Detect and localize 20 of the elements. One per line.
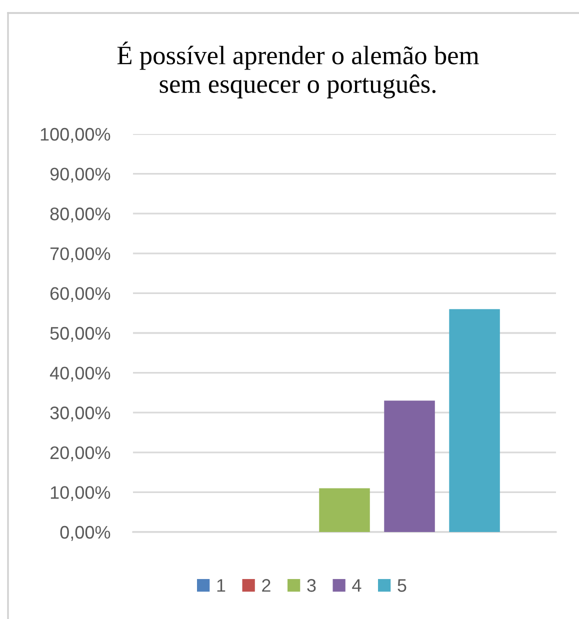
y-tick-label: 10,00% [50,486,110,502]
bar [319,488,370,532]
y-tick-label: 60,00% [50,287,110,302]
y-tick-label: 0,00% [60,526,110,541]
y-tick-label: 50,00% [50,326,110,342]
bar [449,309,500,532]
bar [384,400,435,532]
y-tick-label: 90,00% [50,168,110,183]
y-tick-label: 30,00% [50,406,110,422]
legend-label: 2 [262,579,270,592]
chart-title: É possível aprender o alemão bem sem esquecer o português. [117,42,479,98]
y-tick-label: 100,00% [40,128,110,143]
legend-label: 5 [398,579,406,592]
y-tick-label: 70,00% [50,247,110,262]
legend-label: 4 [352,579,362,592]
y-tick-label: 80,00% [50,208,110,222]
legend-label: 1 [217,579,226,592]
y-tick-label: 20,00% [50,446,110,462]
y-tick-label: 40,00% [50,366,110,382]
legend-label: 3 [307,579,316,592]
